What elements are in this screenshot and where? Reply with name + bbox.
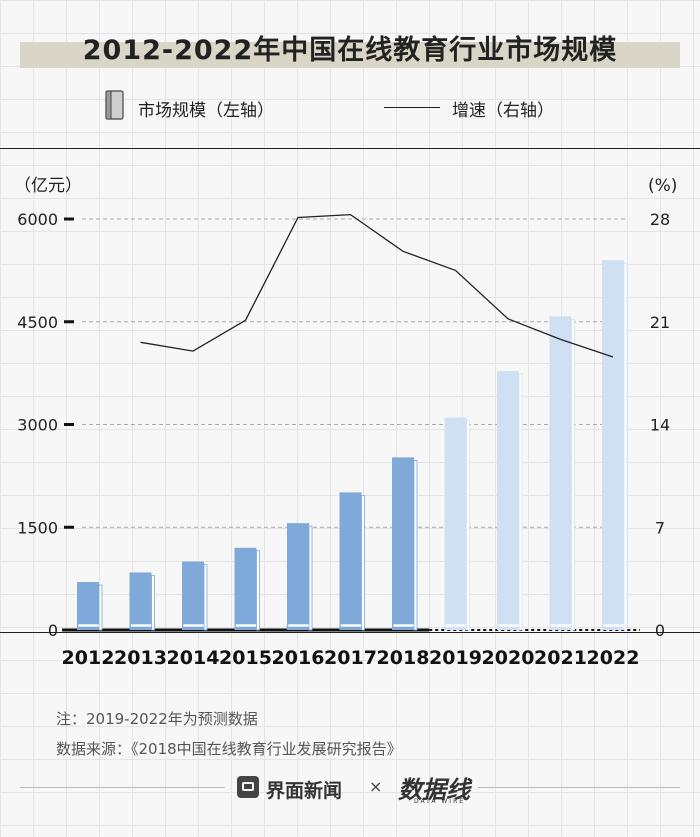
right-axis-unit: (%) (648, 176, 677, 196)
bar-page-edge (308, 525, 313, 631)
bar (77, 582, 99, 630)
bar-page-bottom (392, 623, 415, 628)
left-tick-label: 1500 (17, 518, 58, 537)
category-label: 2015 (219, 647, 272, 669)
category-label: 2016 (272, 647, 325, 669)
left-tick-label: 4500 (17, 313, 58, 332)
bar-page-bottom (130, 623, 152, 628)
category-label: 2019 (429, 647, 482, 669)
right-tick-label: 21 (650, 313, 670, 332)
bar (339, 492, 362, 630)
bar-page-edge (466, 420, 470, 631)
bar (234, 547, 257, 630)
growth-rate-line (140, 213, 614, 358)
left-tick-label: 0 (48, 621, 58, 640)
title-band (20, 42, 680, 68)
category-label: 2020 (482, 647, 535, 669)
bar (129, 572, 152, 630)
forecast-note: 注：2019-2022年为预测数据 (56, 710, 258, 728)
bar-page-edge (256, 550, 260, 631)
bar-page-bottom (550, 623, 572, 628)
legend-line-label: 增速（右轴） (452, 101, 554, 121)
bar-page-bottom (77, 623, 100, 628)
bar-page-bottom (287, 623, 310, 628)
bar (182, 561, 204, 630)
left-tick-label: 6000 (17, 210, 58, 229)
category-label: 2022 (587, 647, 640, 669)
footer-divider-left (20, 787, 225, 788)
bar-page-edge (413, 459, 418, 631)
chart-canvas: 0 1500 3000 4500 6000 0 7 14 21 28 （亿元） (%) 2012 2013… (14, 176, 677, 669)
bar-page-edge (203, 564, 208, 631)
footer-divider-right (478, 787, 680, 788)
legend-bar-label: 市场规模（左轴） (138, 101, 274, 121)
left-axis-unit: （亿元） (14, 176, 82, 196)
bar (602, 260, 624, 630)
bar (287, 523, 309, 630)
left-tick-mark (64, 525, 74, 529)
bar-page-edge (151, 575, 155, 631)
category-label: 2021 (534, 647, 587, 669)
bar-page-bottom (497, 623, 520, 628)
left-tick-mark (64, 423, 74, 426)
right-tick-label: 14 (650, 416, 670, 435)
bar-page-edge (361, 494, 365, 631)
bar (392, 457, 414, 630)
legend-line-swatch (384, 107, 440, 108)
category-label: 2017 (324, 647, 377, 669)
bar-page-edge (571, 318, 575, 631)
bar-page-edge (623, 262, 628, 631)
bar-page-edge (98, 584, 103, 631)
footer-brand: 界面新闻 (266, 780, 343, 802)
footer-separator: × (369, 777, 383, 796)
bar-page-bottom (182, 623, 205, 628)
bar-page-bottom (340, 623, 362, 628)
jiemian-logo-icon (237, 776, 259, 798)
bar (497, 371, 519, 630)
bar-page-bottom (602, 623, 625, 628)
right-tick-label: 0 (655, 621, 665, 640)
left-tick-mark (64, 217, 74, 221)
legend-bar-swatch-icon (105, 90, 124, 120)
footer-brand2: 数据线 (398, 776, 470, 804)
category-label: 2012 (62, 647, 115, 669)
source-note: 数据来源：《2018中国在线教育行业发展研究报告》 (56, 740, 402, 758)
legend: 市场规模（左轴） 增速（右轴） (0, 86, 700, 122)
right-tick-label: 7 (655, 518, 665, 537)
bar-page-edge (518, 373, 523, 631)
footer-brand2-sub: DATA WIRE (414, 798, 466, 805)
left-tick-mark (64, 320, 74, 324)
footer: 界面新闻 × 数据线 DATA WIRE (0, 768, 700, 808)
right-tick-label: 28 (650, 210, 670, 229)
left-tick-label: 3000 (17, 416, 58, 435)
category-label: 2014 (167, 647, 220, 669)
bar-page-bottom (235, 623, 257, 628)
bar (444, 417, 467, 630)
chart-title: 2012-2022年中国在线教育行业市场规模 (82, 35, 618, 66)
chart-frame (0, 148, 700, 633)
category-label: 2018 (377, 647, 430, 669)
bar-page-bottom (445, 623, 467, 628)
category-label: 2013 (114, 647, 167, 669)
bar (549, 316, 572, 630)
